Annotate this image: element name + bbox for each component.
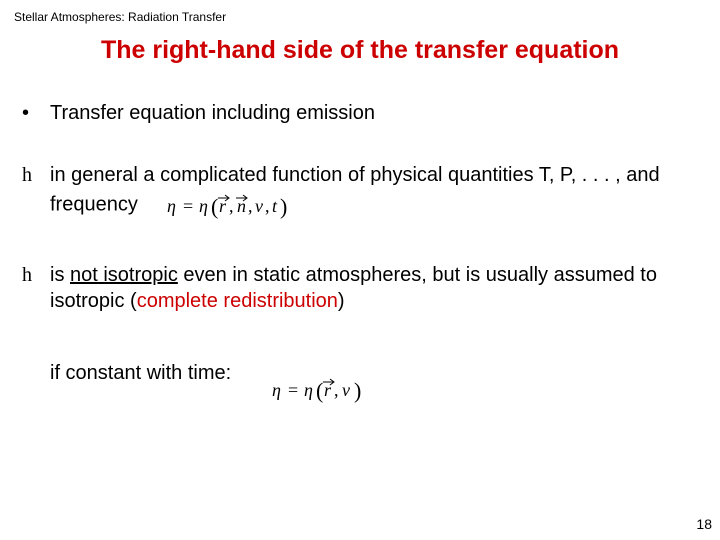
svg-text:r: r (324, 380, 332, 400)
slide-title: The right-hand side of the transfer equa… (0, 36, 720, 65)
svg-text:ν: ν (255, 196, 263, 216)
bullet-3-underline-1: not isotropic (70, 264, 178, 286)
bullet-1-marker: • (22, 100, 50, 126)
bullet-3-text: is not isotropic even in static atmosphe… (50, 262, 690, 314)
bullet-3: h is not isotropic even in static atmosp… (0, 262, 720, 314)
equation-eta-full-svg: η = η ( r , n , ν (165, 188, 305, 222)
svg-text:n: n (237, 196, 246, 216)
svg-text:ν: ν (342, 380, 350, 400)
svg-text:η: η (272, 380, 281, 400)
equation-eta-time-constant: η = η ( r , ν ) (270, 372, 390, 406)
svg-text:,: , (334, 380, 339, 400)
bullet-2: h in general a complicated function of p… (0, 162, 720, 222)
svg-text:,: , (248, 196, 253, 216)
bullet-2-text-a: in general a complicated function of phy… (50, 164, 660, 215)
bullet-1: • Transfer equation including emission (0, 100, 720, 126)
svg-text:η: η (304, 380, 313, 400)
svg-text:=: = (288, 380, 298, 400)
svg-text:t: t (272, 196, 278, 216)
svg-text:(: ( (211, 194, 218, 219)
svg-text:): ) (280, 194, 287, 219)
svg-text:r: r (219, 196, 227, 216)
eta-icon: h (22, 162, 50, 188)
slide-body: • Transfer equation including emission h… (0, 100, 720, 386)
eta-icon: h (22, 262, 50, 288)
slide-header: Stellar Atmospheres: Radiation Transfer (14, 10, 226, 24)
svg-text:,: , (265, 196, 270, 216)
bullet-3-text-e: ) (338, 290, 345, 312)
svg-text:η: η (199, 196, 208, 216)
svg-text:=: = (183, 196, 193, 216)
equation-eta-time-constant-svg: η = η ( r , ν ) (270, 372, 390, 406)
svg-text:,: , (229, 196, 234, 216)
svg-text:): ) (354, 378, 361, 403)
bullet-3-text-a: is (50, 264, 70, 286)
bullet-3-red-term: complete redistribution (137, 290, 338, 312)
bullet-2-text: in general a complicated function of phy… (50, 162, 690, 222)
bullet-1-text: Transfer equation including emission (50, 100, 690, 126)
page-number: 18 (696, 516, 712, 532)
svg-text:η: η (167, 196, 176, 216)
svg-text:(: ( (316, 378, 323, 403)
slide: Stellar Atmospheres: Radiation Transfer … (0, 0, 720, 540)
equation-eta-full: η = η ( r , n , ν (165, 188, 305, 222)
